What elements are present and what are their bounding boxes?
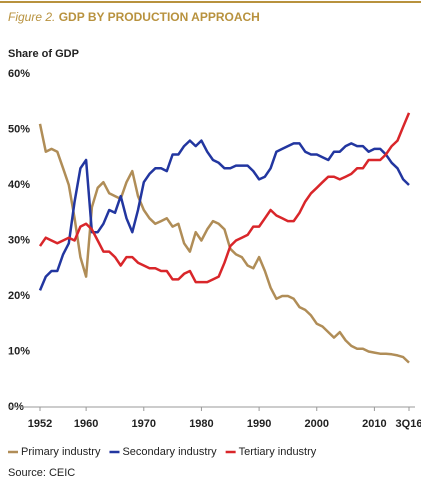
x-tick-label: 3Q16 — [396, 418, 421, 430]
series-line — [38, 123, 410, 364]
figure-label: Figure 2. — [8, 10, 55, 24]
x-tick-label: 1952 — [28, 418, 52, 430]
legend-label: Secondary industry — [122, 446, 217, 458]
x-tick-label: 1980 — [189, 418, 213, 430]
source: Source: CEIC — [8, 467, 75, 479]
x-tick-label: 2010 — [362, 418, 386, 430]
legend-label: Tertiary industry — [239, 446, 317, 458]
y-tick-label: 40% — [8, 179, 30, 191]
x-tick-label: 1990 — [247, 418, 271, 430]
legend-label: Primary industry — [21, 446, 101, 458]
series-line — [38, 112, 411, 284]
y-tick-label: 50% — [8, 123, 30, 135]
chart-title: Figure 2. GDP BY PRODUCTION APPROACH — [8, 10, 260, 24]
y-axis-label: Share of GDP — [8, 48, 79, 60]
title-text: GDP BY PRODUCTION APPROACH — [59, 10, 260, 24]
x-tick-label: 2000 — [305, 418, 329, 430]
y-tick-label: 10% — [8, 345, 30, 357]
x-tick-label: 1960 — [74, 418, 98, 430]
y-tick-label: 30% — [8, 234, 30, 246]
x-tick-label: 1970 — [132, 418, 156, 430]
y-tick-label: 20% — [8, 290, 30, 302]
series-line — [38, 139, 410, 291]
y-tick-label: 60% — [8, 68, 30, 80]
